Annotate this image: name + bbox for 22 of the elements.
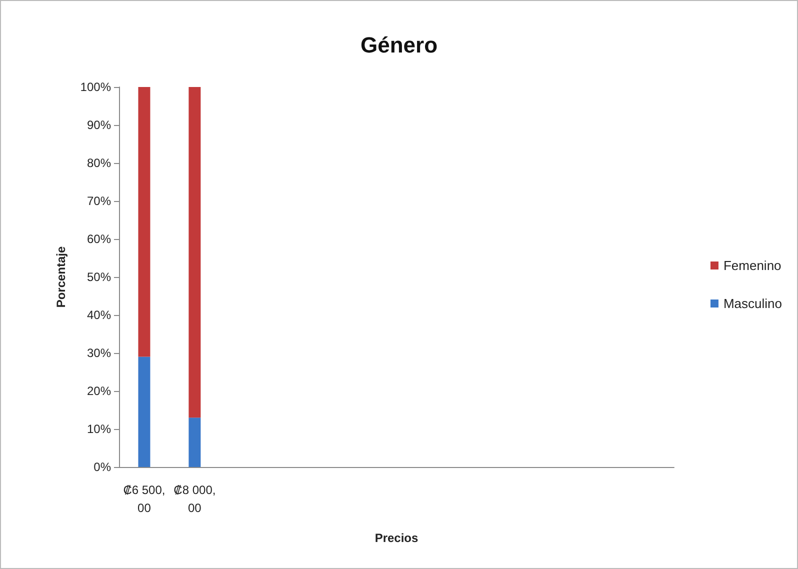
x-axis-title: Precios [374,531,419,545]
y-tick-label: 30% [86,346,112,360]
x-tick-label: ₡6 500,00 [123,483,166,515]
legend-label: Femenino [723,258,782,273]
y-tick-label: 10% [86,422,112,436]
y-tick-label: 20% [86,384,112,398]
y-tick-label: 70% [86,194,112,208]
bar [138,356,150,467]
y-tick-label: 90% [86,118,112,132]
y-tick-label: 50% [86,270,112,284]
y-tick-label: 60% [86,232,112,246]
legend-label: Masculino [723,296,782,311]
bar [188,418,201,467]
y-tick-label: 40% [86,308,112,322]
bar [138,87,150,357]
y-axis-title: Porcentaje [54,246,68,308]
chart-title: Género [360,32,438,58]
y-tick-label: 0% [94,460,112,474]
y-tick-label: 100% [80,80,112,94]
x-tick-label: ₡8 000,00 [174,483,216,515]
y-tick-label: 80% [86,156,112,170]
bar [188,87,201,418]
